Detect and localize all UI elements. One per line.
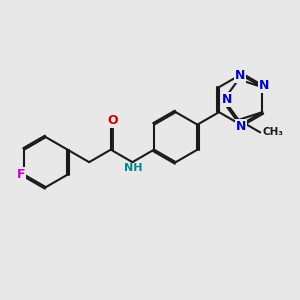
Text: CH₃: CH₃ (263, 128, 284, 137)
Text: N: N (236, 120, 246, 133)
Text: N: N (259, 79, 269, 92)
Text: N: N (235, 70, 245, 83)
Text: F: F (16, 168, 25, 181)
Text: NH: NH (124, 164, 142, 173)
Text: O: O (107, 114, 118, 127)
Text: N: N (222, 93, 233, 106)
